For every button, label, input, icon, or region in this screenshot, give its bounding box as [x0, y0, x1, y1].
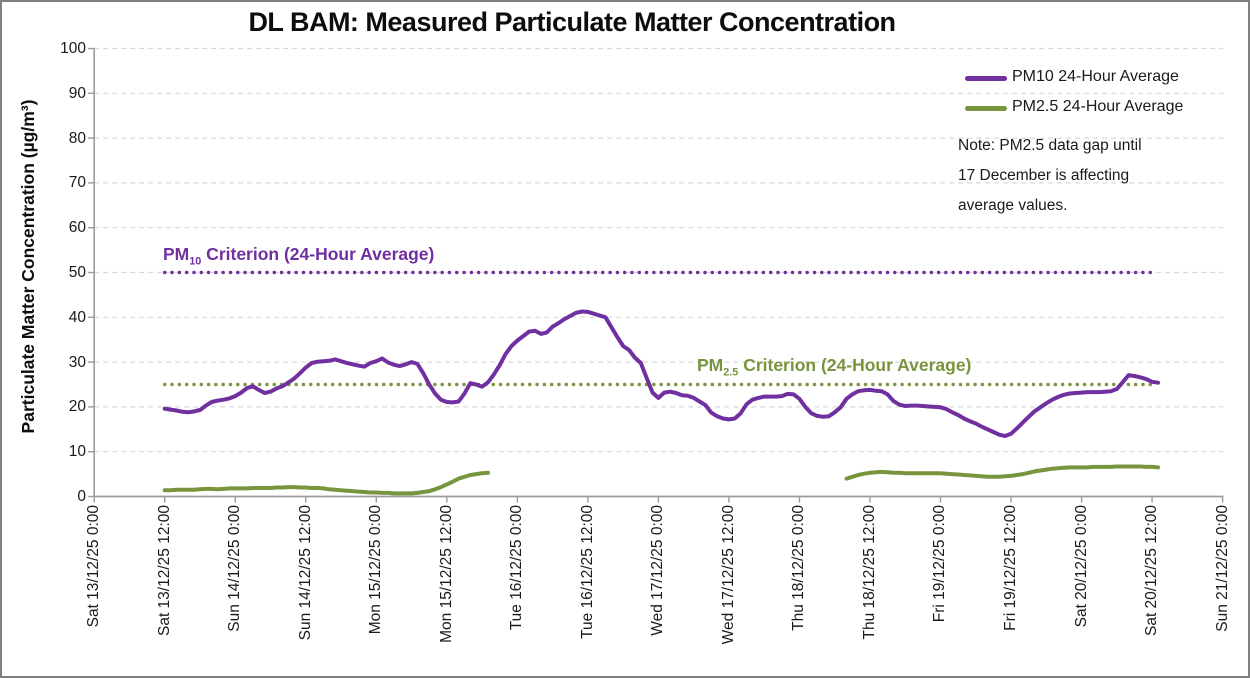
x-tick-label-14: Sat 20/12/25 0:00	[1072, 505, 1090, 628]
note-line-2: 17 December is affecting	[958, 167, 1130, 184]
y-tick-label-40: 40	[68, 308, 86, 326]
y-tick-label-0: 0	[77, 488, 86, 505]
x-tick-label-3: Sun 14/12/25 12:00	[296, 505, 314, 641]
x-tick-label-9: Wed 17/12/25 12:00	[719, 505, 737, 645]
note-text: Note: PM2.5 data gap until 17 December i…	[958, 131, 1198, 221]
x-tick-label-10: Thu 18/12/25 0:00	[790, 505, 808, 631]
pm25-legend-swatch	[965, 106, 1007, 111]
x-tick-label-2: Sun 14/12/25 0:00	[226, 505, 244, 632]
pm10-criterion-prefix: PM	[163, 244, 190, 264]
pm25-criterion-prefix: PM	[697, 355, 724, 375]
pm25-criterion-label: PM2.5 Criterion (24-Hour Average)	[697, 355, 971, 379]
y-tick-label-60: 60	[68, 219, 86, 237]
x-tick-label-12: Fri 19/12/25 0:00	[931, 505, 949, 623]
y-tick-label-80: 80	[68, 129, 86, 147]
y-tick-label-10: 10	[68, 443, 86, 461]
y-tick-label-90: 90	[68, 84, 86, 102]
x-tick-label-8: Wed 17/12/25 0:00	[649, 505, 667, 636]
x-tick-label-6: Tue 16/12/25 0:00	[508, 505, 526, 631]
y-tick-label-30: 30	[68, 353, 86, 371]
chart-title: DL BAM: Measured Particulate Matter Conc…	[248, 7, 896, 37]
pm10-line	[162, 309, 1160, 438]
pm10-legend-swatch	[965, 76, 1007, 81]
pm10-criterion-subscript: 10	[189, 255, 202, 268]
x-tick-label-7: Tue 16/12/25 12:00	[578, 505, 596, 639]
x-tick-label-4: Mon 15/12/25 0:00	[367, 505, 385, 635]
pm10-legend-label: PM10 24-Hour Average	[1012, 68, 1179, 85]
x-tick-label-13: Fri 19/12/25 12:00	[1002, 505, 1020, 631]
x-tick-label-16: Sun 21/12/25 0:00	[1213, 505, 1231, 632]
x-tick-label-1: Sat 13/12/25 12:00	[155, 505, 173, 637]
pm10-criterion-label: PM10 Criterion (24-Hour Average)	[163, 244, 434, 268]
y-tick-label-100: 100	[60, 40, 86, 57]
y-axis-title: Particulate Matter Concentration (µg/m³)	[18, 99, 38, 434]
y-tick-label-70: 70	[68, 174, 86, 192]
pm25-line	[844, 464, 1160, 481]
x-tick-label-15: Sat 20/12/25 12:00	[1143, 505, 1161, 637]
note-line-3: average values.	[958, 197, 1068, 214]
pm25-line	[162, 470, 490, 496]
y-tick-label-50: 50	[68, 264, 86, 281]
x-tick-label-11: Thu 18/12/25 12:00	[860, 505, 878, 640]
pm25-criterion-rest: Criterion (24-Hour Average)	[738, 355, 972, 375]
y-tick-label-20: 20	[68, 398, 86, 416]
x-tick-label-5: Mon 15/12/25 12:00	[437, 505, 455, 643]
pm25-criterion-subscript: 2.5	[723, 366, 739, 379]
pm10-criterion-rest: Criterion (24-Hour Average)	[201, 244, 435, 264]
pm25-legend-label: PM2.5 24-Hour Average	[1012, 98, 1184, 115]
x-tick-label-0: Sat 13/12/25 0:00	[85, 505, 103, 628]
note-line-1: Note: PM2.5 data gap until	[958, 137, 1142, 154]
